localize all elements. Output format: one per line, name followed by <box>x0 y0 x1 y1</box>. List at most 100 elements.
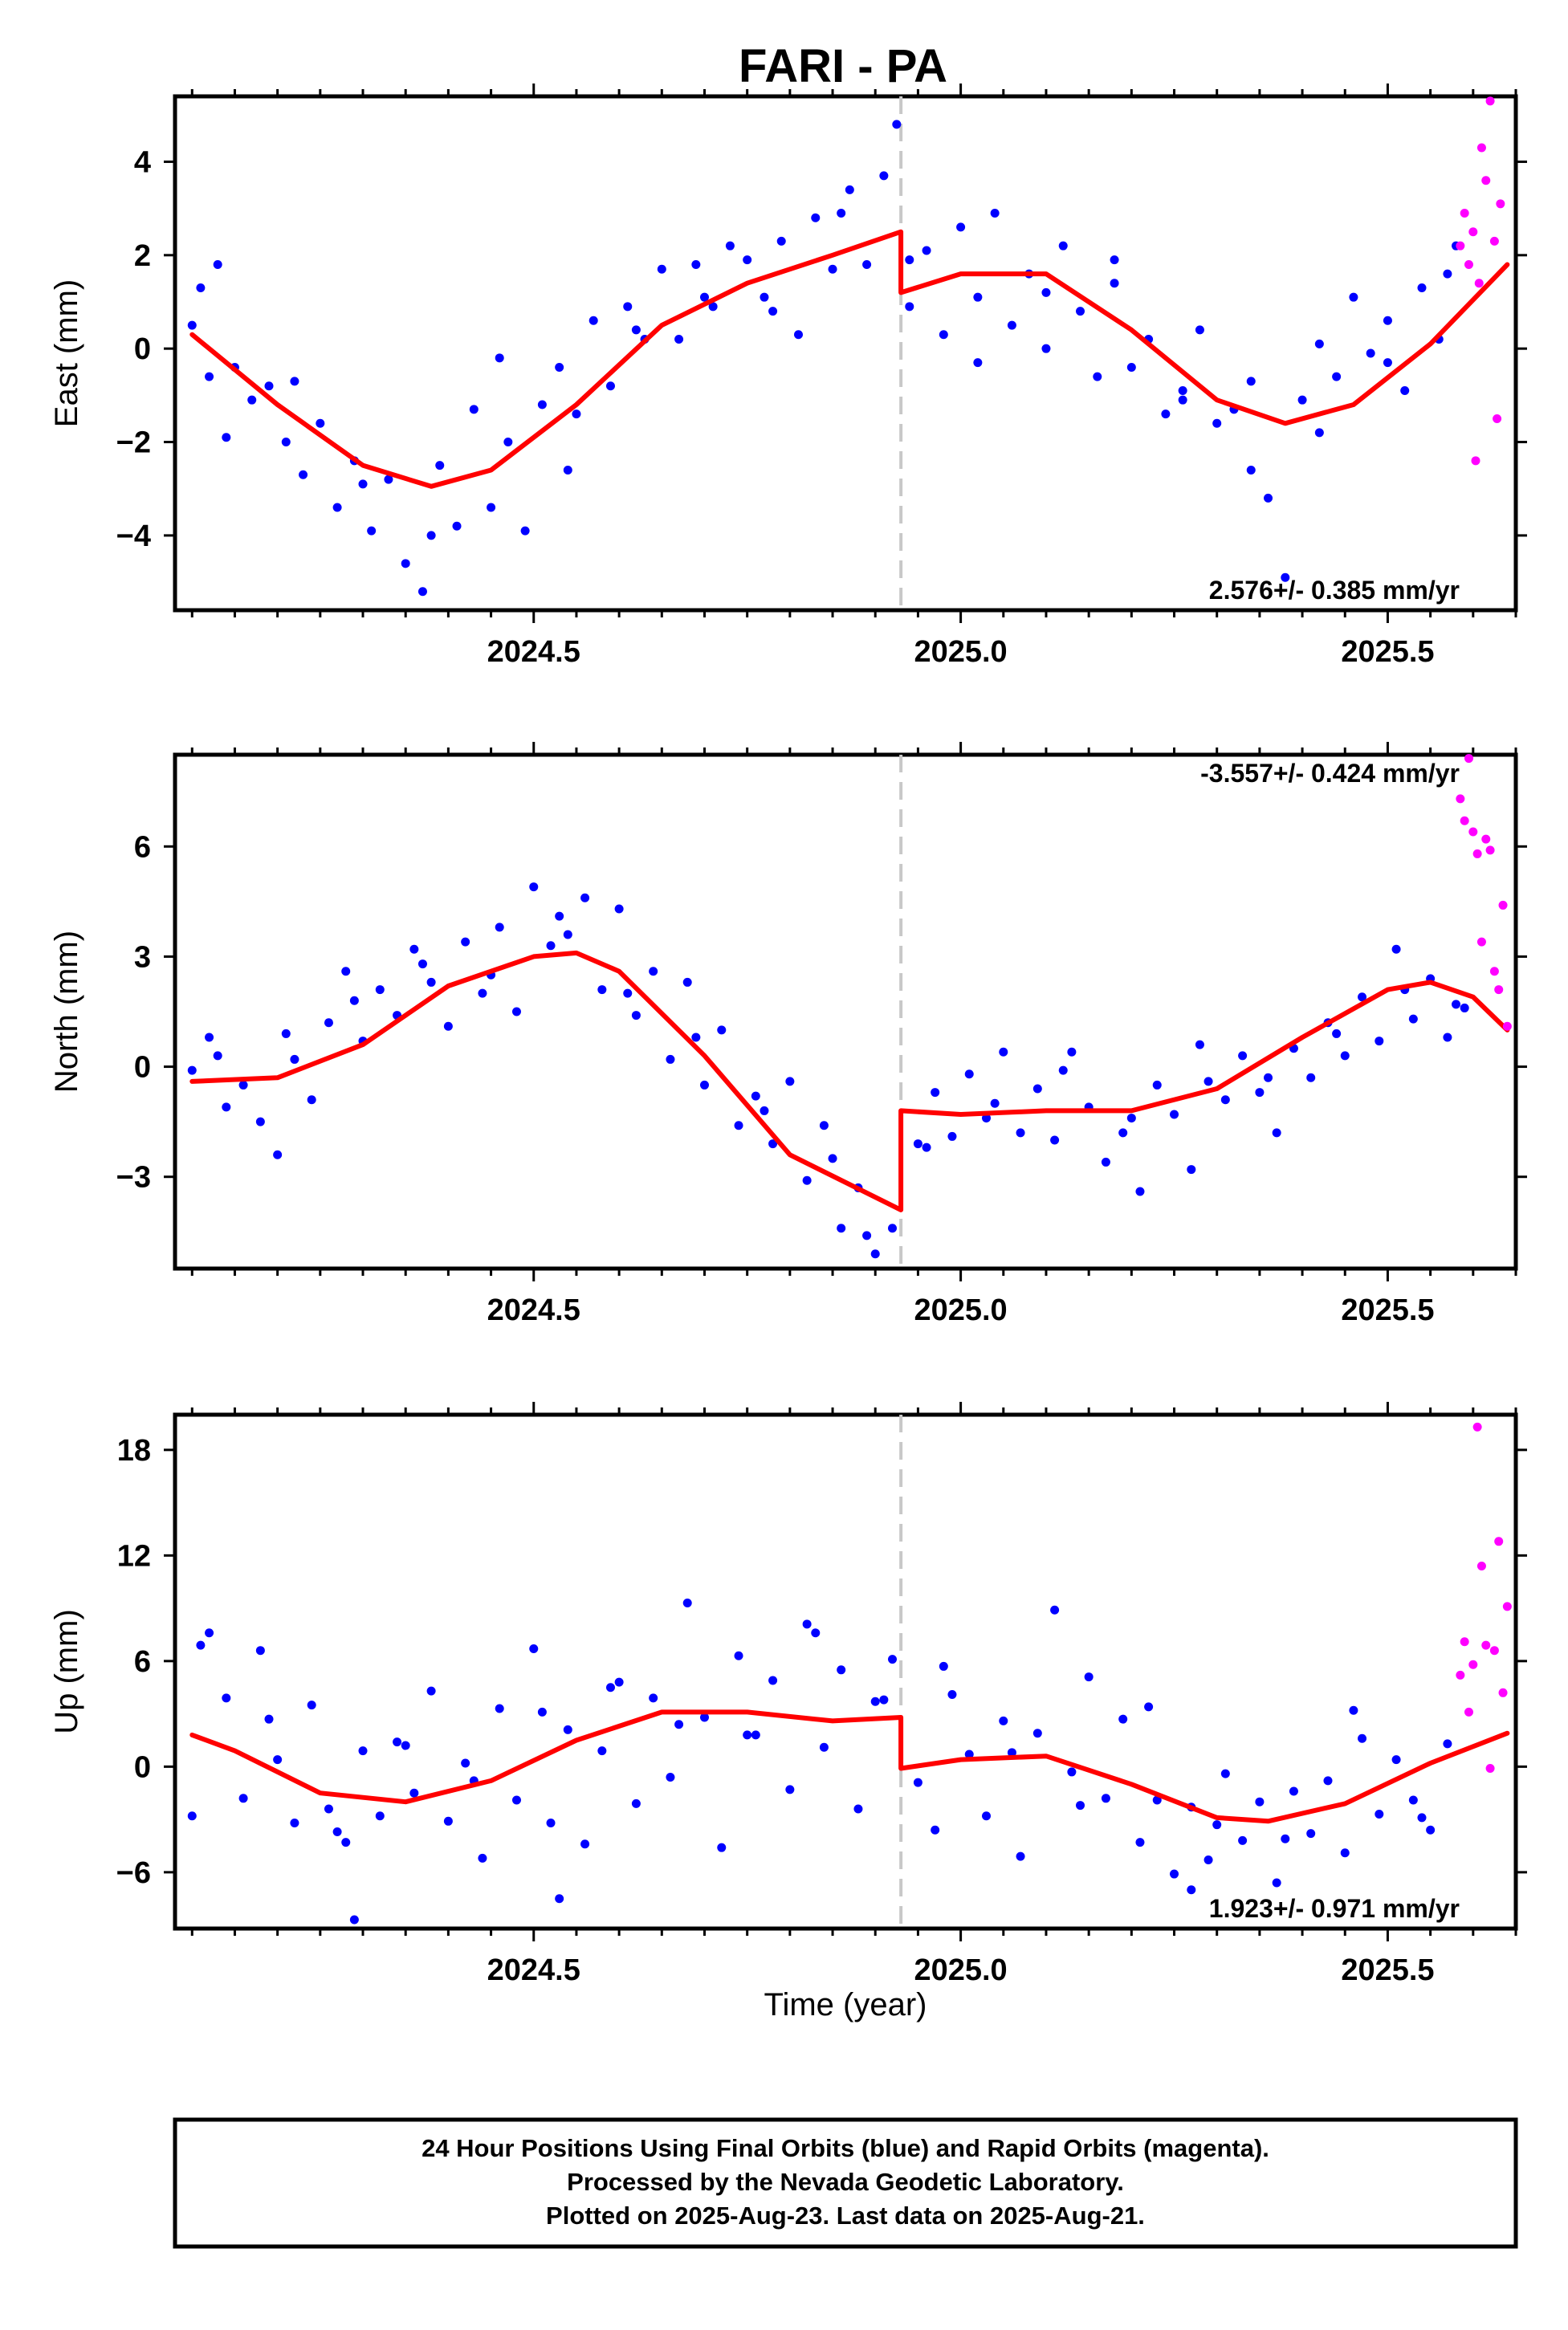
north-final-point <box>623 988 633 998</box>
east-final-point <box>691 259 701 269</box>
up-final-point <box>649 1693 658 1703</box>
up-final-point <box>349 1915 359 1925</box>
east-final-point <box>290 377 299 386</box>
up-final-point <box>837 1665 846 1675</box>
north-x-tick-label: 2025.0 <box>914 1293 1007 1327</box>
east-final-point <box>1246 465 1256 475</box>
up-final-point <box>1358 1733 1367 1743</box>
east-rapid-point <box>1481 176 1491 185</box>
east-final-point <box>1007 320 1016 330</box>
east-final-point <box>605 381 615 391</box>
up-final-point <box>811 1628 821 1638</box>
up-final-point <box>947 1689 957 1699</box>
up-model-curve <box>189 1709 1510 1824</box>
north-final-point <box>1408 1014 1418 1024</box>
footer-line-2: Processed by the Nevada Geodetic Laborat… <box>567 2168 1124 2196</box>
east-rapid-point <box>1485 96 1495 106</box>
north-final-point <box>982 1114 992 1123</box>
up-final-point <box>1101 1794 1110 1803</box>
up-final-point <box>409 1788 419 1798</box>
north-final-point <box>1264 1073 1273 1082</box>
north-final-point <box>691 1033 701 1042</box>
east-final-point <box>1332 372 1342 381</box>
up-final-point <box>666 1773 675 1782</box>
north-final-point <box>409 944 419 954</box>
up-rapid-point <box>1485 1764 1495 1774</box>
up-final-point <box>870 1697 880 1706</box>
east-final-point <box>1076 307 1085 316</box>
up-rapid-point <box>1464 1707 1473 1717</box>
north-final-point <box>1187 1165 1196 1175</box>
east-final-point <box>426 531 436 540</box>
east-final-point <box>417 587 427 597</box>
up-final-point <box>461 1758 470 1768</box>
north-y-tick-label: 3 <box>134 940 151 974</box>
footer-box: 24 Hour Positions Using Final Orbits (bl… <box>173 2117 1518 2249</box>
east-final-point <box>793 330 803 340</box>
up-y-tick-label: 18 <box>117 1434 151 1468</box>
up-rapid-point <box>1460 1637 1469 1647</box>
north-final-point <box>1220 1095 1230 1105</box>
north-rapid-point <box>1481 834 1491 844</box>
north-final-point <box>1135 1187 1145 1196</box>
up-final-point <box>1391 1755 1401 1765</box>
north-final-point <box>426 977 436 987</box>
up-final-point <box>1443 1739 1452 1749</box>
east-final-point <box>760 292 769 302</box>
north-final-point <box>649 967 658 976</box>
north-final-point <box>1443 1033 1452 1042</box>
north-final-point <box>760 1106 769 1115</box>
north-final-point <box>931 1088 940 1098</box>
up-final-point <box>631 1798 641 1808</box>
north-final-point <box>1126 1114 1136 1123</box>
north-final-point <box>555 911 564 921</box>
up-y-tick-label: 12 <box>117 1539 151 1573</box>
up-final-point <box>537 1707 547 1717</box>
east-rapid-point <box>1468 227 1478 237</box>
east-final-point <box>537 400 547 409</box>
up-final-point <box>205 1628 214 1638</box>
north-y-tick-label: 0 <box>134 1051 151 1085</box>
footer-line-1: 24 Hour Positions Using Final Orbits (bl… <box>422 2134 1269 2162</box>
east-final-point <box>1297 395 1307 405</box>
north-final-point <box>1306 1073 1316 1082</box>
up-final-point <box>563 1725 572 1734</box>
up-y-axis-label: Up (mm) <box>49 1609 84 1734</box>
up-rapid-point <box>1472 1422 1482 1432</box>
panels-group: 2024.5 2025.0 2025.5 4 2 0 −2 −4 East (mm) 2.576+… <box>49 84 1527 1987</box>
east-final-point <box>469 405 479 414</box>
north-final-point <box>205 1033 214 1042</box>
north-final-point <box>862 1231 872 1240</box>
north-final-point <box>888 1224 898 1233</box>
north-final-point <box>341 967 351 976</box>
north-final-point <box>563 930 572 939</box>
north-final-point <box>1203 1077 1213 1086</box>
north-final-point <box>785 1077 795 1086</box>
east-final-point <box>1161 409 1171 419</box>
east-plot-frame <box>173 94 1518 613</box>
north-final-point <box>964 1069 974 1079</box>
east-final-point <box>1366 348 1375 358</box>
up-rapid-point <box>1502 1602 1512 1611</box>
east-final-point <box>1093 372 1102 381</box>
up-final-point <box>187 1811 197 1821</box>
up-final-point <box>931 1825 940 1835</box>
east-final-point <box>905 302 914 312</box>
up-final-point <box>426 1686 436 1696</box>
north-final-point <box>734 1121 743 1130</box>
east-final-point <box>905 255 914 265</box>
east-final-point <box>281 438 291 447</box>
east-final-point <box>811 213 821 222</box>
up-final-point <box>982 1811 992 1821</box>
up-final-point <box>605 1683 615 1693</box>
up-final-point <box>222 1693 231 1703</box>
up-final-point <box>1349 1705 1358 1715</box>
east-final-point <box>316 418 325 428</box>
east-final-point <box>879 171 889 181</box>
east-final-point <box>1178 386 1187 396</box>
east-final-point <box>892 120 902 129</box>
up-rate-annotation: 1.923+/- 0.971 mm/yr <box>1209 1894 1460 1923</box>
east-final-point <box>1314 428 1324 438</box>
east-final-point <box>674 335 684 344</box>
